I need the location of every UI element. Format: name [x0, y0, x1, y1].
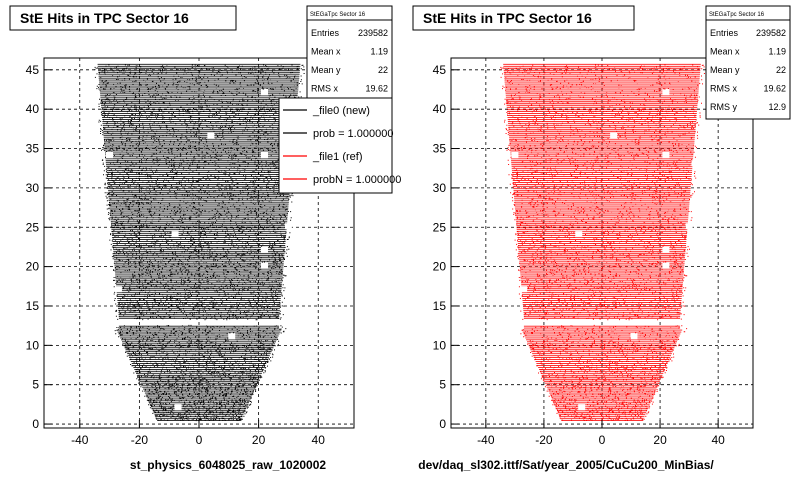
hit-density: [503, 63, 701, 422]
y-tick-label: 5: [32, 378, 39, 392]
dead-pad: [691, 160, 699, 167]
x-tick-label: -20: [535, 433, 553, 447]
title-box: [9, 5, 237, 31]
x-axis-label: dev/daq_sl302.ittf/Sat/year_2005/CuCu200…: [418, 458, 714, 472]
legend-label: probN = 1.000000: [313, 174, 401, 186]
stats-value: 239582: [756, 28, 786, 38]
chart-title: StE Hits in TPC Sector 16: [20, 10, 189, 26]
y-tick-label: 45: [26, 63, 40, 77]
stats-label: Entries: [710, 28, 739, 38]
stats-label: RMS x: [311, 84, 339, 94]
stats-value: 12.9: [768, 102, 786, 112]
y-tick-label: 10: [26, 338, 40, 352]
stats-value: 19.62: [365, 84, 388, 94]
stats-label: Mean x: [710, 47, 740, 57]
dead-pad: [520, 286, 528, 293]
dead-pad: [662, 262, 670, 269]
dead-pad: [171, 231, 179, 238]
dead-pad: [630, 333, 638, 340]
dead-pad: [261, 262, 268, 269]
x-tick-label: -40: [71, 433, 89, 447]
legend: _file0 (new) prob = 1.000000 _file1 (ref) p…: [278, 97, 401, 194]
y-tick-label: 35: [433, 142, 447, 156]
stats-value: 1.19: [370, 47, 388, 57]
y-tick-label: 20: [26, 260, 40, 274]
dead-pad: [174, 404, 182, 411]
hit-points: [94, 64, 305, 422]
chart-panel-1: -40 -20 0 20 40 0 5 10 15 20 25 30 35 40 45 StE Hits in…: [9, 5, 401, 472]
dead-pad: [261, 246, 268, 253]
dead-pad: [284, 223, 292, 230]
stats-value: 239582: [358, 28, 388, 38]
hit-points: [500, 64, 705, 422]
stats-value: 22: [378, 65, 388, 75]
stats-box: StEGaTpc Sector 16 Entries 239582 Mean x 1.1…: [306, 5, 393, 103]
chart-title: StE Hits in TPC Sector 16: [423, 10, 592, 26]
x-tick-label: 40: [312, 433, 326, 447]
y-tick-label: 40: [433, 102, 447, 116]
x-tick-label: 0: [196, 433, 203, 447]
dead-pad: [662, 246, 670, 253]
x-tick-label: 20: [653, 433, 667, 447]
hit-scatter: [500, 63, 705, 422]
x-tick-label: -40: [477, 433, 495, 447]
dead-pad: [662, 152, 670, 159]
stats-label: Mean x: [311, 47, 341, 57]
chart-panel-2: -40 -20 0 20 40 0 5 10 15 20 25 30 35 40 45 StE Hits in…: [412, 5, 791, 472]
y-tick-label: 25: [26, 220, 40, 234]
x-tick-label: -20: [131, 433, 149, 447]
dead-pad: [207, 132, 215, 139]
stats-header: StEGaTpc Sector 16: [310, 12, 366, 18]
dead-pad: [511, 152, 519, 159]
x-tick-label: 40: [711, 433, 725, 447]
dead-pad: [610, 132, 618, 139]
dead-pad: [575, 231, 583, 238]
stats-box: StEGaTpc Sector 16 Entries 239582 Mean x 1.1…: [705, 5, 791, 120]
stats-label: Mean y: [311, 65, 341, 75]
y-tick-label: 5: [439, 378, 446, 392]
stats-label: Entries: [311, 28, 340, 38]
dead-pad: [578, 404, 586, 411]
dead-pad: [662, 89, 670, 96]
x-tick-label: 20: [252, 433, 266, 447]
stats-value: 1.19: [768, 47, 786, 57]
y-tick-label: 10: [433, 338, 447, 352]
y-tick-label: 35: [26, 142, 40, 156]
y-tick-label: 25: [433, 220, 447, 234]
hit-scatter: [94, 63, 305, 422]
stats-value: 19.62: [763, 84, 786, 94]
stats-header: StEGaTpc Sector 16: [709, 12, 765, 18]
y-tick-label: 0: [32, 417, 39, 431]
hit-density: [97, 63, 301, 422]
y-tick-label: 45: [433, 63, 447, 77]
dead-pad: [114, 286, 122, 293]
y-tick-label: 40: [26, 102, 40, 116]
y-tick-label: 30: [433, 181, 447, 195]
legend-label: _file0 (new): [312, 105, 370, 117]
dead-pad: [685, 223, 693, 230]
stats-label: Mean y: [710, 65, 740, 75]
title-box: [412, 5, 635, 31]
dead-pad: [261, 152, 268, 159]
y-tick-label: 15: [433, 299, 447, 313]
stats-label: RMS x: [710, 84, 738, 94]
x-tick-label: 0: [599, 433, 606, 447]
dead-pad: [228, 333, 236, 340]
y-tick-label: 15: [26, 299, 40, 313]
dead-pad: [261, 89, 268, 96]
legend-label: prob = 1.000000: [313, 128, 393, 140]
legend-label: _file1 (ref): [312, 151, 363, 163]
dead-pad: [106, 152, 113, 159]
y-tick-label: 30: [26, 181, 40, 195]
y-tick-label: 20: [433, 260, 447, 274]
stats-value: 22: [776, 65, 786, 75]
x-axis-label: st_physics_6048025_raw_1020002: [130, 458, 326, 472]
stats-label: RMS y: [710, 102, 738, 112]
y-tick-label: 0: [439, 417, 446, 431]
